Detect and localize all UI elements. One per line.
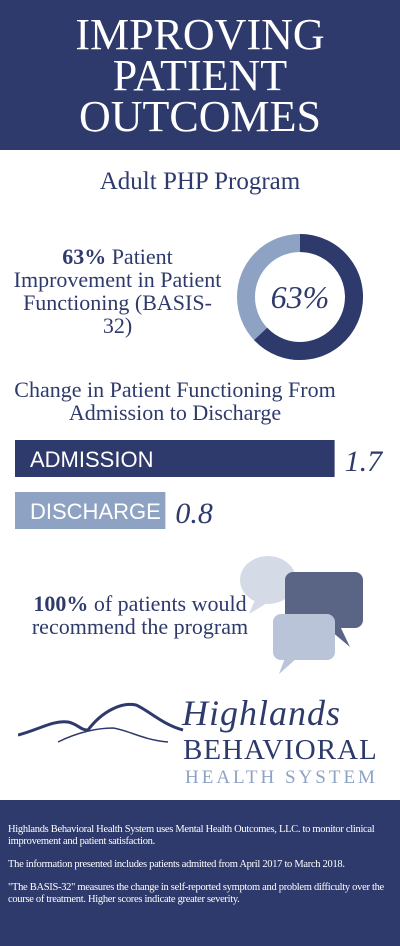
title-line: OUTCOMES — [78, 92, 322, 141]
footer-paragraph: Highlands Behavioral Health System uses … — [8, 824, 375, 847]
donut-caption-block: 63% Patient Improvement in Patient Funct… — [10, 245, 225, 337]
donut-center-label: 63% — [271, 279, 330, 315]
bar-category-label: DISCHARGE — [30, 499, 161, 524]
bar-title: Change in Patient Functioning From Admis… — [14, 377, 336, 425]
logo-line: BEHAVIORAL — [183, 734, 378, 766]
title-line: PATIENT — [112, 51, 288, 100]
bar-category-label: ADMISSION — [30, 447, 153, 472]
mountain-logo — [18, 702, 184, 743]
footer: Highlands Behavioral Health System uses … — [0, 800, 400, 946]
value-label: 100% — [33, 591, 89, 616]
bar-value-label: 0.8 — [175, 497, 213, 530]
logo-line: HEALTH SYSTEM — [185, 767, 378, 788]
title-line: IMPROVING — [75, 10, 325, 59]
header: IMPROVING PATIENT OUTCOMES — [0, 0, 400, 150]
donut-arc — [254, 234, 363, 360]
value-label: 63% — [62, 244, 107, 269]
bar — [15, 492, 166, 529]
footer-paragraph: "The BASIS-32" measures the change in se… — [8, 882, 384, 905]
recommend-block: 100% of patients would recommend the pro… — [30, 592, 250, 638]
recommend-text: of patients would recommend the program — [31, 591, 249, 639]
caption: Patient Improvement in Patient Functioni… — [13, 244, 222, 338]
logo-name: Highlands — [182, 693, 342, 733]
subtitle: Adult PHP Program — [99, 168, 301, 195]
bar-value-label: 1.7 — [345, 445, 385, 478]
bar — [15, 440, 335, 477]
chat-icon — [240, 556, 363, 674]
donut-chart: 63% — [237, 234, 363, 360]
bar-chart: ADMISSION 1.7 DISCHARGE 0.8 — [15, 440, 385, 530]
footer-paragraph: The information presented includes patie… — [8, 859, 345, 870]
